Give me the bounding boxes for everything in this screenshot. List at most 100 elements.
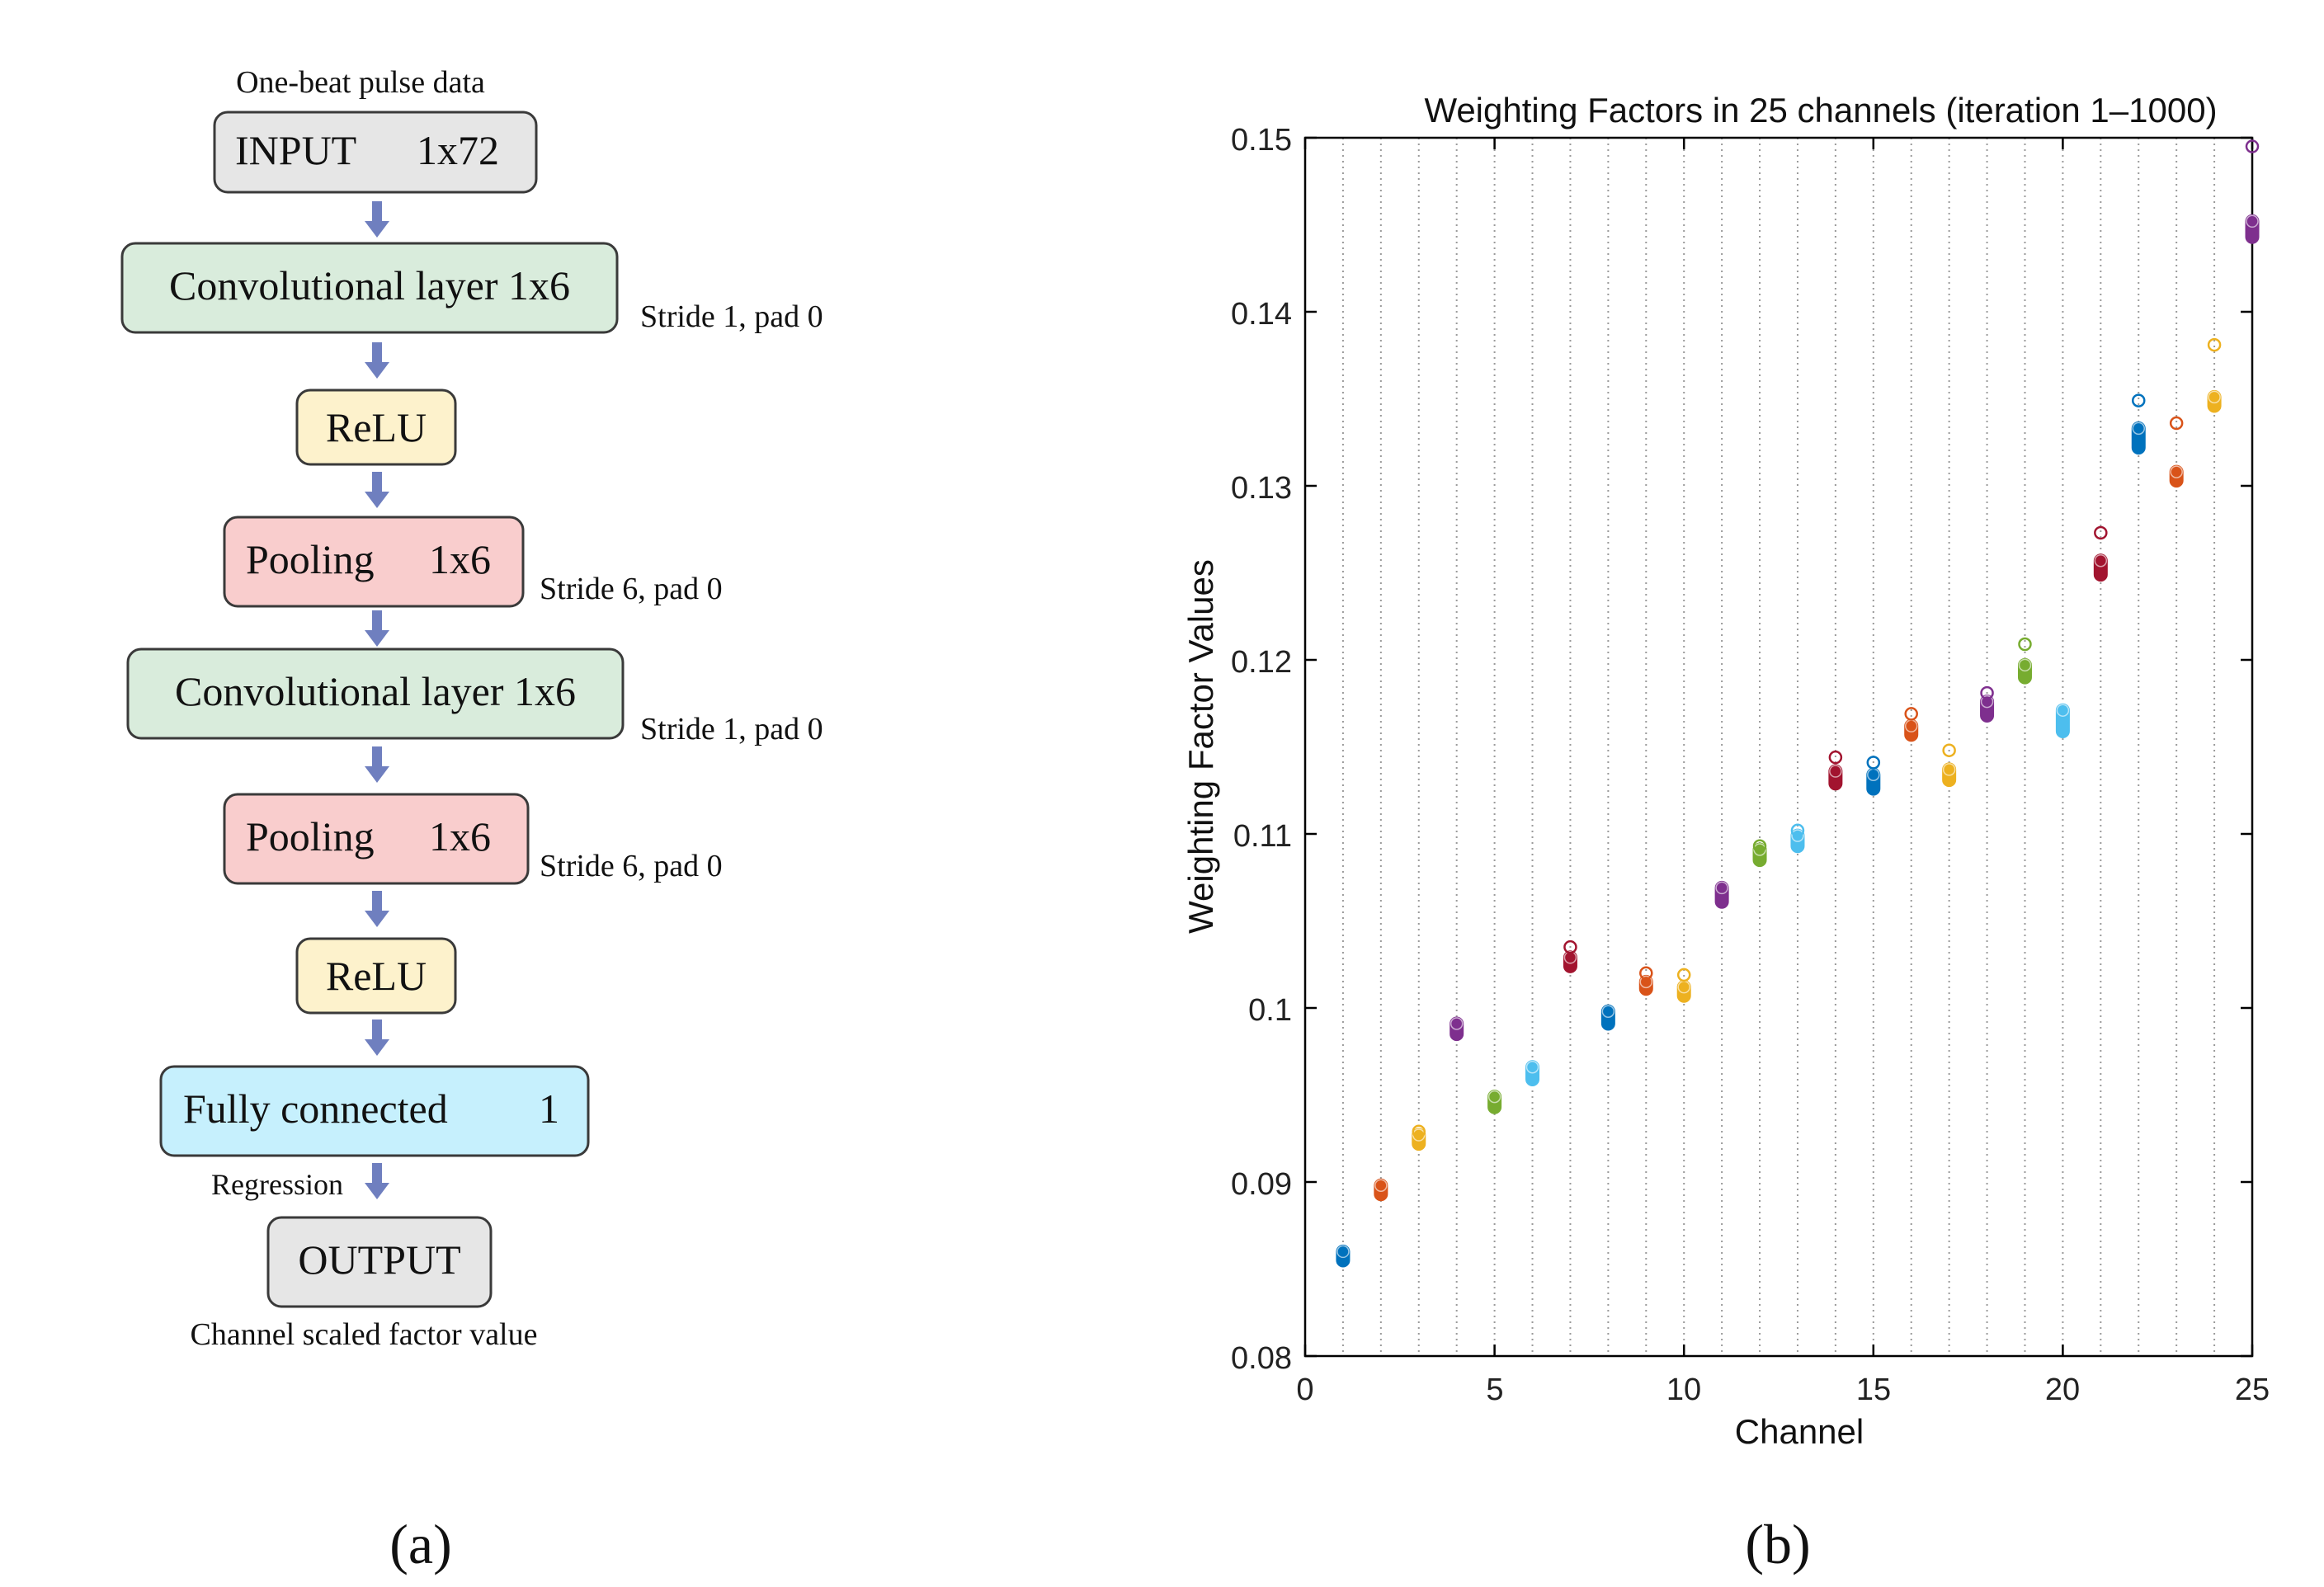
output-block bbox=[266, 1216, 493, 1308]
channel-2-cluster-marker bbox=[1374, 1179, 1388, 1192]
conv-layer-1-label: Convolutional layer 1x6 bbox=[169, 262, 570, 308]
channel-22-outlier-point bbox=[2131, 393, 2146, 407]
channel-25-cluster bbox=[2245, 214, 2260, 244]
x-tick-label: 5 bbox=[1486, 1373, 1503, 1407]
panel-b-label: (b) bbox=[1745, 1513, 1810, 1575]
channel-18-cluster bbox=[1980, 695, 1995, 723]
channel-21-cluster bbox=[2093, 553, 2108, 582]
channel-7-cluster bbox=[1563, 950, 1577, 973]
channel-23-cluster bbox=[2169, 464, 2184, 488]
input-caption: One-beat pulse data bbox=[236, 65, 485, 100]
output-caption: Channel scaled factor value bbox=[191, 1317, 538, 1352]
conv-layer-2-block bbox=[126, 648, 625, 740]
pooling-1-note: Stride 6, pad 0 bbox=[540, 572, 723, 606]
down-arrow-icon bbox=[365, 891, 389, 927]
channel-24-cluster bbox=[2207, 389, 2222, 413]
pooling-1-block bbox=[223, 516, 525, 608]
pooling-2-size: 1x6 bbox=[429, 813, 491, 859]
channel-7-cluster-marker bbox=[1563, 951, 1577, 964]
channel-21-outlier-point bbox=[2094, 525, 2108, 540]
channel-9-cluster bbox=[1638, 974, 1653, 996]
channel-13-cluster-marker bbox=[1791, 829, 1804, 842]
x-axis-label: Channel bbox=[1735, 1412, 1864, 1451]
pooling-2-note: Stride 6, pad 0 bbox=[540, 849, 723, 883]
x-tick-label: 15 bbox=[1856, 1373, 1891, 1407]
channel-9-outlier-point bbox=[1639, 966, 1653, 981]
channel-11-cluster bbox=[1714, 880, 1729, 909]
channel-4-cluster-marker bbox=[1450, 1017, 1464, 1030]
channel-5-cluster-marker bbox=[1487, 1090, 1501, 1104]
channel-19-cluster-marker bbox=[2018, 658, 2032, 672]
channel-20-cluster-marker bbox=[2056, 704, 2070, 717]
y-tick-label: 0.1 bbox=[1248, 993, 1292, 1028]
y-tick-label: 0.15 bbox=[1231, 123, 1292, 158]
channel-18-cluster-marker bbox=[1980, 695, 1994, 709]
y-axis-label: Weighting Factor Values bbox=[1181, 559, 1220, 934]
panel-a-label: (a) bbox=[389, 1513, 451, 1575]
x-tick-label: 25 bbox=[2235, 1373, 2270, 1407]
channel-12-outlier-point bbox=[1752, 839, 1767, 854]
down-arrow-icon bbox=[365, 610, 389, 647]
relu-2-label: ReLU bbox=[326, 953, 427, 999]
channel-2-cluster bbox=[1374, 1178, 1388, 1202]
plot-area-frame bbox=[1303, 136, 2254, 1358]
chart-title: Weighting Factors in 25 channels (iterat… bbox=[1424, 91, 2217, 130]
down-arrow-icon bbox=[365, 201, 389, 238]
down-arrow-icon bbox=[365, 472, 389, 508]
pooling-2-label: Pooling bbox=[246, 813, 375, 859]
channel-17-outlier-point bbox=[1942, 743, 1956, 757]
scatter-marks bbox=[1336, 139, 2260, 1268]
down-arrow-icon bbox=[365, 1020, 389, 1056]
x-tick-label: 0 bbox=[1296, 1373, 1313, 1407]
flow-arrows bbox=[365, 201, 389, 1199]
channel-1-cluster-marker bbox=[1336, 1245, 1350, 1259]
conv-layer-2-note: Stride 1, pad 0 bbox=[640, 712, 823, 746]
channel-9-cluster-marker bbox=[1639, 975, 1653, 989]
conv-layer-1-note: Stride 1, pad 0 bbox=[640, 299, 823, 334]
y-tick-label: 0.14 bbox=[1231, 297, 1292, 332]
y-tick-label: 0.09 bbox=[1231, 1167, 1292, 1202]
conv-layer-1-block bbox=[120, 242, 619, 334]
axis-ticks bbox=[1303, 136, 2254, 1358]
relu-1-label: ReLU bbox=[326, 404, 427, 450]
channel-3-cluster bbox=[1412, 1128, 1426, 1151]
fully-connected-label: Fully connected bbox=[183, 1085, 448, 1132]
input-block-label: INPUT bbox=[235, 127, 356, 173]
channel-22-cluster bbox=[2131, 421, 2146, 455]
channel-1-cluster bbox=[1336, 1244, 1351, 1268]
channel-6-cluster-marker bbox=[1525, 1060, 1539, 1074]
pooling-1-label: Pooling bbox=[246, 536, 375, 582]
regression-label: Regression bbox=[211, 1168, 343, 1201]
y-tick-label: 0.13 bbox=[1231, 471, 1292, 506]
channel-20-cluster bbox=[2055, 703, 2070, 739]
panel-a-diagram: One-beat pulse data INPUT 1x72 Convoluti… bbox=[120, 65, 823, 1575]
panel-b-chart: Weighting Factors in 25 channels (iterat… bbox=[1181, 91, 2270, 1575]
y-tick-label: 0.12 bbox=[1231, 645, 1292, 680]
channel-23-outlier-point bbox=[2169, 416, 2184, 431]
x-tick-label: 20 bbox=[2045, 1373, 2080, 1407]
channel-7-outlier-point bbox=[1563, 939, 1577, 954]
fully-connected-size: 1 bbox=[539, 1085, 559, 1132]
channel-10-outlier-point bbox=[1676, 968, 1691, 982]
relu-2-block bbox=[295, 937, 457, 1015]
channel-3-outlier-point bbox=[1412, 1124, 1426, 1139]
channel-21-cluster-marker bbox=[2094, 553, 2108, 567]
channel-8-cluster-marker bbox=[1601, 1005, 1615, 1018]
channel-19-outlier-point bbox=[2018, 637, 2032, 652]
channel-13-outlier-point bbox=[1790, 823, 1805, 838]
y-tick-label: 0.08 bbox=[1231, 1341, 1292, 1376]
channel-18-outlier-point bbox=[1980, 685, 1994, 700]
y-tick-label: 0.11 bbox=[1233, 819, 1292, 854]
channel-25-outlier-point bbox=[2245, 139, 2260, 153]
relu-1-block bbox=[295, 389, 457, 466]
pooling-2-block bbox=[223, 793, 530, 885]
down-arrow-icon bbox=[365, 746, 389, 783]
channel-24-cluster-marker bbox=[2208, 390, 2221, 404]
channel-16-outlier-point bbox=[1904, 707, 1918, 721]
fully-connected-block bbox=[159, 1065, 590, 1157]
channel-11-cluster-marker bbox=[1715, 881, 1728, 895]
channel-23-cluster-marker bbox=[2170, 465, 2183, 478]
down-arrow-icon bbox=[365, 342, 389, 379]
input-block-size: 1x72 bbox=[417, 127, 499, 173]
